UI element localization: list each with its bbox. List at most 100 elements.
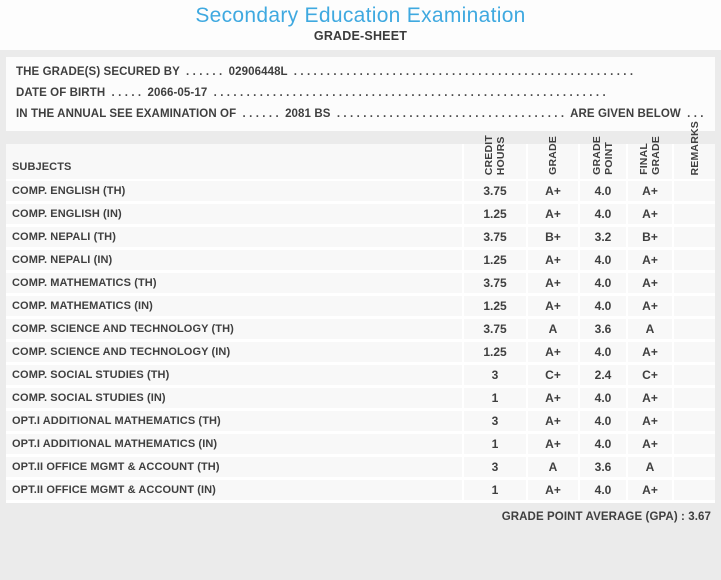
credit-hours-cell: 1 bbox=[462, 388, 526, 408]
credit-hours-cell: 1 bbox=[462, 434, 526, 454]
grade-cell: A+ bbox=[526, 480, 578, 500]
credit-hours-cell: 3.75 bbox=[462, 319, 526, 339]
credit-hours-cell: 3.75 bbox=[462, 181, 526, 201]
final-grade-cell: A+ bbox=[626, 342, 672, 362]
credit-hours-cell: 1 bbox=[462, 480, 526, 500]
table-row: OPT.II OFFICE MGMT & ACCOUNT (IN) 1 A+ 4… bbox=[6, 480, 715, 503]
subject-cell: COMP. ENGLISH (TH) bbox=[12, 185, 126, 197]
dotted-leader: . . . . . bbox=[111, 87, 142, 99]
remarks-cell bbox=[672, 273, 715, 293]
grade-point-cell: 4.0 bbox=[578, 250, 626, 270]
grade-point-cell: 4.0 bbox=[578, 480, 626, 500]
table-row: COMP. MATHEMATICS (TH) 3.75 A+ 4.0 A+ bbox=[6, 273, 715, 296]
final-grade-cell: B+ bbox=[626, 227, 672, 247]
grade-cell: A+ bbox=[526, 411, 578, 431]
dotted-leader: . . . . . . bbox=[242, 108, 279, 120]
subject-cell: COMP. SCIENCE AND TECHNOLOGY (IN) bbox=[12, 346, 231, 358]
final-grade-cell: A+ bbox=[626, 250, 672, 270]
grade-point-header-label: GRADE POINT bbox=[591, 136, 615, 175]
subject-cell: OPT.II OFFICE MGMT & ACCOUNT (TH) bbox=[12, 461, 220, 473]
gpa-label: GRADE POINT AVERAGE (GPA) : bbox=[501, 511, 685, 523]
credit-hours-cell: 3 bbox=[462, 457, 526, 477]
grade-point-cell: 4.0 bbox=[578, 342, 626, 362]
grade-point-cell: 3.2 bbox=[578, 227, 626, 247]
credit-hours-cell: 3.75 bbox=[462, 227, 526, 247]
date-of-birth-label: DATE OF BIRTH bbox=[16, 87, 106, 99]
subject-cell: COMP. MATHEMATICS (TH) bbox=[12, 277, 157, 289]
dotted-leader: . . . . . . . . . . . . . . . . . . . . … bbox=[293, 66, 634, 78]
grade-point-cell: 4.0 bbox=[578, 434, 626, 454]
exam-title: Secondary Education Examination bbox=[195, 4, 526, 27]
gpa-summary: GRADE POINT AVERAGE (GPA) : 3.67 bbox=[0, 511, 711, 523]
grade-header-label: GRADE bbox=[547, 136, 559, 175]
subject-cell: COMP. NEPALI (TH) bbox=[12, 231, 116, 243]
sheet-header: Secondary Education Examination GRADE-SH… bbox=[0, 0, 721, 50]
examination-label: IN THE ANNUAL SEE EXAMINATION OF bbox=[16, 108, 237, 120]
dotted-leader: . . . bbox=[687, 108, 704, 120]
grade-point-header: GRADE POINT bbox=[578, 136, 626, 179]
subject-cell: COMP. SOCIAL STUDIES (TH) bbox=[12, 369, 170, 381]
grade-cell: A+ bbox=[526, 204, 578, 224]
symbol-number-value: 02906448L bbox=[228, 66, 288, 78]
dotted-leader: . . . . . . . . . . . . . . . . . . . . … bbox=[336, 108, 565, 120]
remarks-cell bbox=[672, 181, 715, 201]
remarks-header: REMARKS bbox=[672, 121, 715, 179]
grade-cell: A+ bbox=[526, 342, 578, 362]
grade-cell: A+ bbox=[526, 296, 578, 316]
remarks-cell bbox=[672, 480, 715, 500]
grade-cell: A+ bbox=[526, 434, 578, 454]
date-of-birth-line: DATE OF BIRTH . . . . . 2066-05-17 . . .… bbox=[6, 83, 715, 104]
subject-cell: OPT.I ADDITIONAL MATHEMATICS (TH) bbox=[12, 415, 221, 427]
examination-line: IN THE ANNUAL SEE EXAMINATION OF . . . .… bbox=[6, 104, 715, 125]
candidate-info-section: THE GRADE(S) SECURED BY . . . . . . 0290… bbox=[6, 57, 715, 131]
remarks-cell bbox=[672, 411, 715, 431]
table-row: COMP. ENGLISH (TH) 3.75 A+ 4.0 A+ bbox=[6, 181, 715, 204]
table-row: COMP. MATHEMATICS (IN) 1.25 A+ 4.0 A+ bbox=[6, 296, 715, 319]
table-row: COMP. NEPALI (TH) 3.75 B+ 3.2 B+ bbox=[6, 227, 715, 250]
date-of-birth-value: 2066-05-17 bbox=[147, 87, 208, 99]
sheet-subtitle: GRADE-SHEET bbox=[313, 29, 408, 43]
remarks-cell bbox=[672, 227, 715, 247]
grade-point-cell: 4.0 bbox=[578, 181, 626, 201]
final-grade-cell: A bbox=[626, 319, 672, 339]
subject-cell: COMP. MATHEMATICS (IN) bbox=[12, 300, 153, 312]
final-grade-header: FINAL GRADE bbox=[626, 136, 672, 179]
remarks-header-label: REMARKS bbox=[688, 120, 701, 176]
credit-hours-cell: 1.25 bbox=[462, 204, 526, 224]
are-given-below-label: ARE GIVEN BELOW bbox=[570, 108, 681, 120]
subject-cell: COMP. NEPALI (IN) bbox=[12, 254, 113, 266]
grade-cell: A+ bbox=[526, 181, 578, 201]
remarks-cell bbox=[672, 319, 715, 339]
final-grade-cell: A bbox=[626, 457, 672, 477]
table-row: COMP. NEPALI (IN) 1.25 A+ 4.0 A+ bbox=[6, 250, 715, 273]
remarks-cell bbox=[672, 342, 715, 362]
remarks-cell bbox=[672, 204, 715, 224]
grade-header: GRADE bbox=[526, 136, 578, 179]
remarks-cell bbox=[672, 434, 715, 454]
final-grade-cell: A+ bbox=[626, 388, 672, 408]
grade-point-cell: 4.0 bbox=[578, 204, 626, 224]
grades-table: SUBJECTS CREDIT HOURS GRADE GRADE POINT … bbox=[6, 121, 715, 503]
table-header-row: SUBJECTS CREDIT HOURS GRADE GRADE POINT … bbox=[6, 121, 715, 181]
gpa-value: 3.67 bbox=[688, 511, 711, 523]
sheet-footer: GRADE POINT AVERAGE (GPA) : 3.67 bbox=[0, 511, 721, 523]
remarks-cell bbox=[672, 296, 715, 316]
table-row: COMP. ENGLISH (IN) 1.25 A+ 4.0 A+ bbox=[6, 204, 715, 227]
subject-cell: OPT.II OFFICE MGMT & ACCOUNT (IN) bbox=[12, 484, 216, 496]
credit-hours-header: CREDIT HOURS bbox=[462, 135, 526, 179]
subject-cell: OPT.I ADDITIONAL MATHEMATICS (IN) bbox=[12, 438, 218, 450]
remarks-cell bbox=[672, 250, 715, 270]
subject-cell: COMP. SOCIAL STUDIES (IN) bbox=[12, 392, 166, 404]
final-grade-cell: A+ bbox=[626, 181, 672, 201]
grade-cell: A+ bbox=[526, 250, 578, 270]
grades-secured-line: THE GRADE(S) SECURED BY . . . . . . 0290… bbox=[6, 62, 715, 83]
table-row: OPT.I ADDITIONAL MATHEMATICS (TH) 3 A+ 4… bbox=[6, 411, 715, 434]
final-grade-cell: A+ bbox=[626, 273, 672, 293]
final-grade-cell: A+ bbox=[626, 204, 672, 224]
grade-cell: A bbox=[526, 457, 578, 477]
final-grade-cell: A+ bbox=[626, 296, 672, 316]
grades-secured-label: THE GRADE(S) SECURED BY bbox=[16, 66, 180, 78]
dotted-leader: . . . . . . . . . . . . . . . . . . . . … bbox=[213, 87, 606, 99]
examination-year-value: 2081 BS bbox=[285, 108, 331, 120]
